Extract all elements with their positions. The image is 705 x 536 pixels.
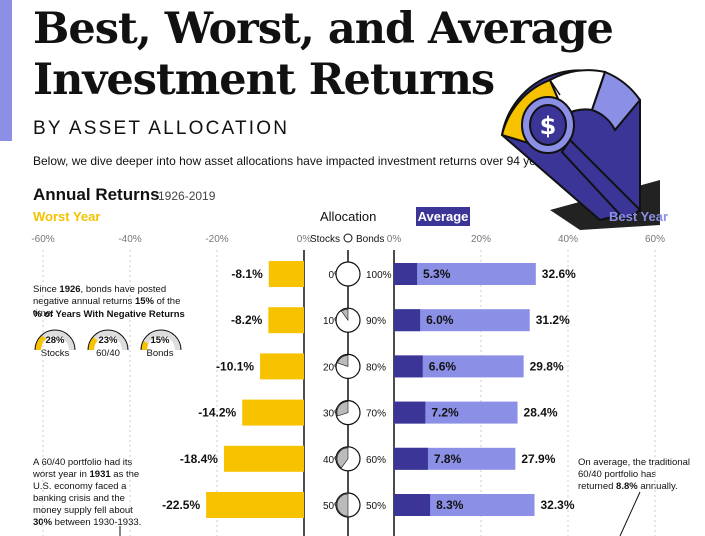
gauge-label-bonds: Bonds xyxy=(146,348,174,359)
bonds-negative-note: Since 1926, bonds have posted negative a… xyxy=(33,284,181,319)
stocks-pct-label: 50% xyxy=(323,501,343,512)
gauge-title: % of Years With Negative Returns xyxy=(33,309,185,320)
stocks-pct-label: 40% xyxy=(323,455,343,466)
gauge-value-bonds: 15% xyxy=(150,335,170,346)
average-value-label: 7.8% xyxy=(434,452,462,466)
allocation-pie-stocks-slice xyxy=(336,447,349,469)
left-tick-label: -60% xyxy=(31,234,54,245)
worst-value-label: -8.2% xyxy=(231,313,263,327)
worst-value-label: -8.1% xyxy=(231,267,263,281)
left-tick-label: -20% xyxy=(205,234,228,245)
worst-year-header: Worst Year xyxy=(33,209,101,224)
left-tick-label: 0% xyxy=(297,234,312,245)
best-value-label: 32.3% xyxy=(541,498,575,512)
gauge-fill xyxy=(35,334,47,351)
average-header: Average xyxy=(416,207,470,226)
gauge-value-stocks: 28% xyxy=(45,335,65,346)
stocks-pct-label: 20% xyxy=(323,362,343,373)
average-bar xyxy=(394,447,428,470)
average-value-label: 8.3% xyxy=(436,498,464,512)
bonds-pct-label: 90% xyxy=(366,316,386,327)
gauge-outline xyxy=(34,329,76,351)
average-bar xyxy=(394,401,426,424)
gauge-fill xyxy=(88,336,98,351)
right-tick-label: 20% xyxy=(471,234,491,245)
bonds-pct-label: 80% xyxy=(366,362,386,373)
worst-bar xyxy=(260,353,304,380)
gauge-value-6040: 23% xyxy=(98,335,118,346)
average-value-label: 6.0% xyxy=(426,313,454,327)
best-year-header: Best Year xyxy=(609,209,669,224)
gauge-label-stocks: Stocks xyxy=(40,348,70,359)
allocation-pie-stocks-slice xyxy=(341,308,349,322)
average-value-label: 7.2% xyxy=(431,406,459,420)
right-tick-label: 40% xyxy=(558,234,578,245)
worst-value-label: -22.5% xyxy=(162,498,200,512)
bonds-pct-label: 50% xyxy=(366,501,386,512)
intro-text: Below, we dive deeper into how asset all… xyxy=(33,154,556,168)
stocks-pct-label: 10% xyxy=(323,316,343,327)
best-value-label: 27.9% xyxy=(521,452,555,466)
gauge-outline xyxy=(87,329,129,351)
best-value-label: 28.4% xyxy=(524,406,558,420)
worst-year-note: A 60/40 portfolio had its worst year in … xyxy=(33,457,142,528)
average-bar xyxy=(394,355,423,378)
gauge-fill xyxy=(141,340,149,351)
worst-bar xyxy=(223,445,304,472)
worst-bar xyxy=(268,307,304,334)
average-bar xyxy=(394,309,421,332)
worst-bar xyxy=(268,261,304,287)
worst-value-label: -10.1% xyxy=(216,359,254,373)
allocation-pie-stocks-slice xyxy=(336,493,349,517)
svg-text:$: $ xyxy=(540,112,557,140)
allocation-pie-stocks-slice xyxy=(337,355,349,367)
right-tick-label: 60% xyxy=(645,234,665,245)
allocation-header: Allocation xyxy=(320,209,377,224)
average-value-label: 5.3% xyxy=(423,267,451,281)
best-bar xyxy=(394,263,536,285)
accent-bar xyxy=(0,0,12,141)
worst-value-label: -14.2% xyxy=(198,406,236,420)
best-value-label: 31.2% xyxy=(536,313,570,327)
gauge-outline xyxy=(140,329,182,351)
gauge-illustration: $ xyxy=(500,69,660,230)
title-line-1: Best, Worst, and Average xyxy=(33,4,614,54)
right-tick-label: 0% xyxy=(387,234,402,245)
stocks-pct-label: 30% xyxy=(323,409,343,420)
best-value-label: 32.6% xyxy=(542,267,576,281)
worst-bar xyxy=(242,399,304,426)
best-value-label: 29.8% xyxy=(530,359,564,373)
average-bar xyxy=(394,494,431,516)
bonds-column-label: Bonds xyxy=(356,234,384,245)
stocks-column-label: Stocks xyxy=(310,234,340,245)
average-value-label: 6.6% xyxy=(429,359,457,373)
worst-value-label: -18.4% xyxy=(180,452,218,466)
section-range: 1926-2019 xyxy=(158,189,216,203)
average-bar xyxy=(394,263,418,285)
allocation-pie-stocks-slice xyxy=(336,401,349,417)
page-title: Best, Worst, and Average Investment Retu… xyxy=(33,4,614,106)
section-title: Annual Returns xyxy=(33,185,160,204)
note-leader-right xyxy=(619,491,641,536)
left-tick-label: -40% xyxy=(118,234,141,245)
bonds-pct-label: 70% xyxy=(366,409,386,420)
average-return-note: On average, the traditional 60/40 portfo… xyxy=(578,457,690,492)
title-line-2: Investment Returns xyxy=(33,55,495,105)
gauge-label-6040: 60/40 xyxy=(96,348,120,359)
best-bar xyxy=(394,355,524,378)
worst-bar xyxy=(206,492,304,518)
bonds-pct-label: 100% xyxy=(366,270,392,281)
bonds-pct-label: 60% xyxy=(366,455,386,466)
page-subtitle: BY ASSET ALLOCATION xyxy=(33,118,290,139)
negative-years-gauges xyxy=(34,329,182,351)
best-bar xyxy=(394,309,530,332)
allocation-pie xyxy=(335,261,361,287)
allocation-legend-icon xyxy=(343,233,353,243)
